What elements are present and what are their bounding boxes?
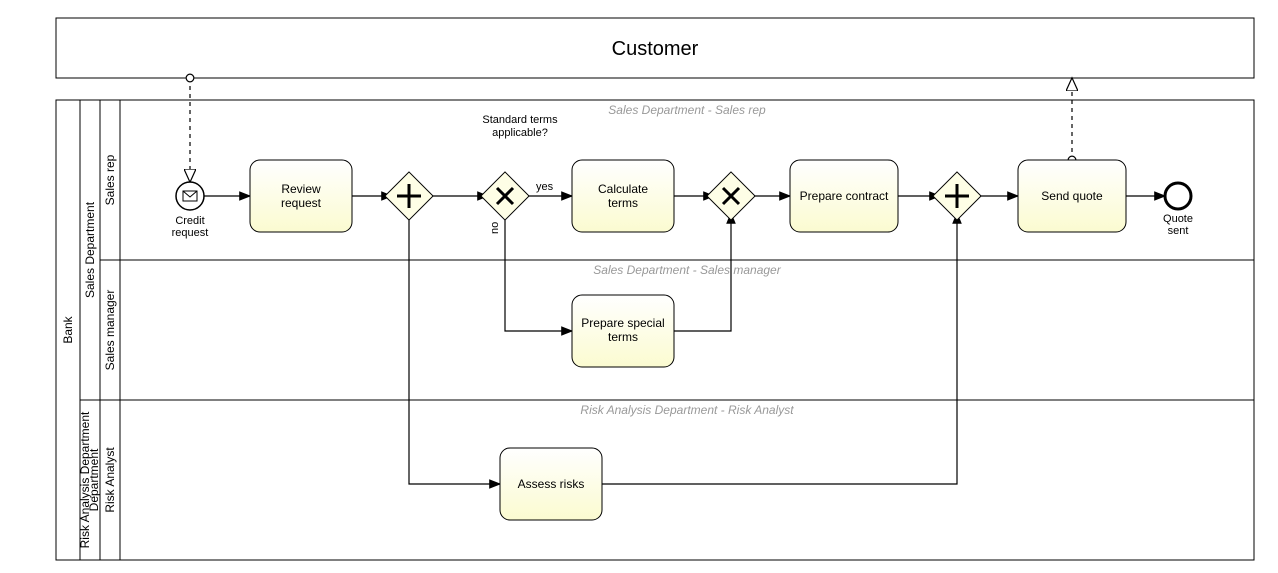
label-yes: yes	[536, 181, 554, 193]
lane-risk-dept-label2: Department	[87, 448, 101, 511]
task-prepare-special-terms-label1: Prepare special	[581, 316, 664, 330]
sublane-risk-analyst-label: Risk Analyst	[103, 447, 117, 513]
task-send-quote-label: Send quote	[1041, 189, 1103, 203]
task-review-request-label1: Review	[281, 182, 321, 196]
sublane-risk-analyst-caption: Risk Analysis Department - Risk Analyst	[580, 403, 794, 417]
end-event-label2: sent	[1168, 225, 1189, 237]
start-event-label2: request	[172, 227, 209, 239]
gateway-exclusive-split-label2: applicable?	[492, 127, 548, 139]
pool-bank-label: Bank	[61, 315, 75, 343]
end-event	[1165, 183, 1191, 209]
gateway-exclusive-split-label1: Standard terms	[482, 114, 558, 126]
task-prepare-contract-label: Prepare contract	[800, 189, 889, 203]
pool-customer-label: Customer	[612, 38, 699, 60]
bpmn-diagram: Customer Bank Sales Department Sales rep…	[0, 0, 1278, 573]
lane-sales-dept-label: Sales Department	[83, 201, 97, 298]
message-icon	[183, 191, 197, 201]
label-no: no	[489, 222, 501, 234]
sublane-sales-mgr-label: Sales manager	[103, 290, 117, 371]
task-calculate-terms-label2: terms	[608, 196, 638, 210]
end-event-label1: Quote	[1163, 213, 1193, 225]
task-prepare-special-terms-label2: terms	[608, 330, 638, 344]
sublane-sales-mgr-caption: Sales Department - Sales manager	[593, 263, 781, 277]
sublane-sales-rep-caption: Sales Department - Sales rep	[608, 103, 766, 117]
start-event-label: Credit	[175, 215, 204, 227]
sublane-sales-rep-label: Sales rep	[103, 154, 117, 205]
task-calculate-terms-label1: Calculate	[598, 182, 648, 196]
task-review-request-label2: request	[281, 196, 322, 210]
task-assess-risks-label: Assess risks	[518, 477, 585, 491]
